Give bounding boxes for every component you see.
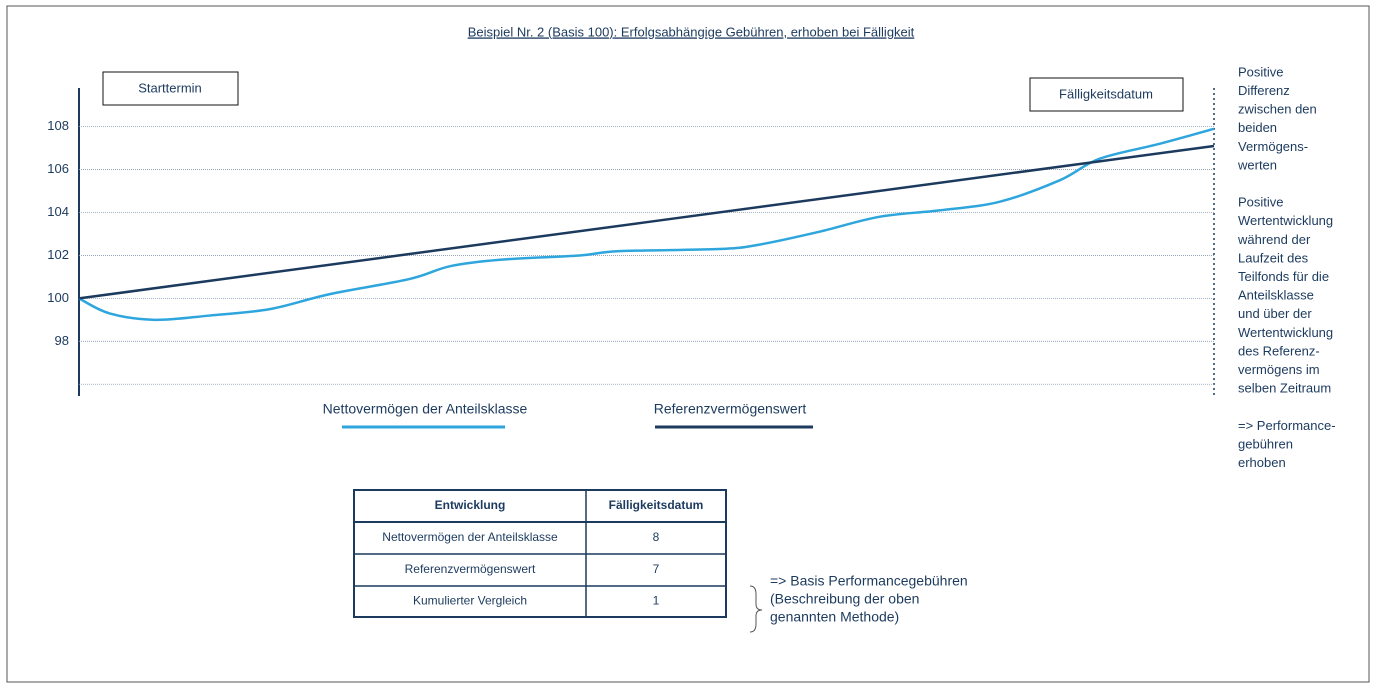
annotation-line: vermögens im: [1238, 362, 1320, 377]
annotation-line: Laufzeit des: [1238, 250, 1309, 265]
annotation-line: Anteilsklasse: [1238, 288, 1314, 303]
annotation-line: Teilfonds für die: [1238, 269, 1329, 284]
y-tick-label: 102: [47, 247, 69, 262]
table-cell: 7: [653, 562, 660, 576]
y-tick-label: 98: [55, 333, 69, 348]
annotation-line: Wertentwicklung: [1238, 325, 1333, 340]
end-label: Fälligkeitsdatum: [1059, 86, 1153, 101]
table-cell: 1: [653, 594, 660, 608]
annotation-line: Differenz: [1238, 83, 1290, 98]
table-header: Fälligkeitsdatum: [609, 498, 704, 512]
series-line: [78, 144, 1215, 300]
annotation-line: => Performance-: [1238, 418, 1336, 433]
annotation-line: beiden: [1238, 120, 1277, 135]
note-line: => Basis Performancegebühren: [770, 573, 968, 589]
note-line: genannten Methode): [770, 609, 899, 625]
annotation-line: selben Zeitraum: [1238, 381, 1331, 396]
legend-label: Nettovermögen der Anteilsklasse: [323, 401, 528, 417]
annotation-line: Positive: [1238, 195, 1284, 210]
table-cell: Kumulierter Vergleich: [413, 594, 527, 608]
frame: [6, 5, 1370, 683]
y-tick-label: 106: [47, 161, 69, 176]
y-tick-label: 108: [47, 118, 69, 133]
annotation-line: des Referenz-: [1238, 343, 1320, 358]
annotation-line: während der: [1237, 232, 1311, 247]
annotation-line: Wertentwicklung: [1238, 213, 1333, 228]
y-tick-label: 100: [47, 290, 69, 305]
legend-label: Referenzvermögenswert: [654, 401, 807, 417]
annotation-line: werten: [1237, 157, 1277, 172]
end-box: [1029, 77, 1184, 112]
table-header: Entwicklung: [435, 498, 506, 512]
chart-title: Beispiel Nr. 2 (Basis 100): Erfolgsabhän…: [468, 24, 915, 39]
annotation-line: erhoben: [1238, 455, 1286, 470]
annotation-line: und über der: [1238, 306, 1312, 321]
start-box: [102, 71, 239, 106]
annotation-line: Vermögens-: [1238, 139, 1308, 154]
start-label: Starttermin: [138, 80, 202, 95]
annotation-line: Positive: [1238, 64, 1284, 79]
table-cell: 8: [653, 530, 660, 544]
table-cell: Referenzvermögenswert: [405, 562, 536, 576]
table-cell: Nettovermögen der Anteilsklasse: [382, 530, 558, 544]
series-line: [78, 127, 1215, 322]
y-tick-label: 104: [47, 204, 69, 219]
note-line: (Beschreibung der oben: [770, 591, 919, 607]
annotation-line: zwischen den: [1238, 102, 1317, 117]
brace: [749, 585, 763, 633]
annotation-line: gebühren: [1238, 436, 1293, 451]
